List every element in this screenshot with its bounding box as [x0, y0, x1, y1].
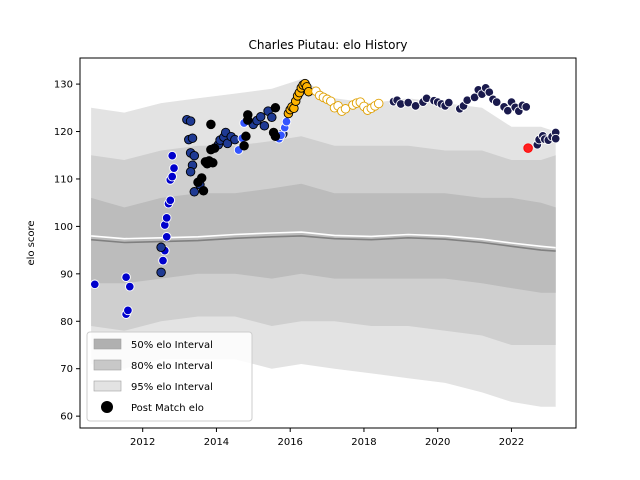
data-point	[185, 116, 196, 126]
data-point	[185, 167, 196, 177]
data-point	[267, 112, 277, 123]
y-tick-label: 130	[54, 80, 73, 91]
data-point	[239, 141, 249, 151]
median-elo-line	[91, 235, 556, 252]
data-point	[198, 186, 209, 196]
y-tick-label: 70	[60, 364, 73, 375]
data-point	[491, 97, 502, 107]
y-tick-label: 100	[54, 222, 73, 233]
data-point	[187, 133, 198, 143]
y-tick-label: 60	[60, 412, 73, 423]
data-point	[410, 101, 421, 111]
x-tick-label: 2020	[425, 437, 450, 448]
data-point	[189, 187, 200, 197]
data-point	[259, 121, 270, 131]
legend-label: 95% elo Interval	[131, 382, 213, 393]
legend-swatch	[93, 359, 122, 371]
points-layer	[90, 78, 561, 319]
legend-swatch	[93, 380, 122, 392]
data-point	[121, 272, 131, 282]
data-point	[208, 158, 218, 168]
legend-label: Post Match elo	[131, 403, 204, 414]
x-tick-label: 2012	[130, 437, 155, 448]
x-tick-label: 2014	[204, 437, 229, 448]
y-axis-label: elo score	[26, 220, 37, 265]
data-point	[196, 173, 207, 183]
data-point	[90, 279, 100, 290]
mean-elo-line	[91, 231, 556, 249]
y-tick-label: 110	[54, 174, 73, 185]
legend-swatch	[93, 338, 122, 350]
data-point	[161, 213, 172, 223]
x-tick-label: 2018	[351, 437, 376, 448]
y-tick-label: 80	[60, 317, 73, 328]
legend-label: 80% elo Interval	[131, 361, 213, 372]
data-point	[156, 242, 166, 253]
data-point	[167, 171, 177, 182]
data-point	[243, 110, 253, 120]
y-tick-label: 120	[54, 127, 73, 138]
x-axis: 2012 2014 2016 2018 2020 2022	[130, 428, 524, 448]
plot-frame	[79, 57, 577, 429]
legend: 50% elo Interval 80% elo Interval 95% elo …	[86, 331, 253, 422]
legend-box	[86, 331, 253, 422]
legend-marker	[101, 401, 113, 413]
legend-label: 50% elo Interval	[131, 340, 213, 351]
data-point	[255, 112, 266, 122]
data-point	[444, 97, 454, 108]
data-point	[165, 195, 176, 206]
x-tick-label: 2016	[277, 437, 302, 448]
data-point	[206, 119, 216, 130]
data-point	[161, 232, 172, 242]
data-point	[281, 116, 292, 127]
data-point	[340, 104, 351, 114]
chart-title: Charles Piutau: elo History	[248, 38, 407, 52]
data-point	[189, 150, 200, 161]
data-point	[521, 102, 531, 112]
data-point	[123, 305, 133, 316]
data-point	[167, 150, 177, 161]
data-point	[209, 143, 220, 153]
data-point	[241, 131, 251, 142]
y-axis: 60 70 80 90 100 110 120 130	[54, 80, 80, 423]
x-tick-label: 2022	[499, 437, 524, 448]
lines-layer	[91, 231, 556, 252]
data-point	[550, 133, 561, 144]
y-tick-label: 90	[60, 269, 73, 280]
data-point	[156, 267, 166, 278]
data-point	[158, 255, 168, 266]
data-point	[169, 163, 179, 173]
plot-area	[90, 78, 561, 407]
data-point	[270, 103, 281, 113]
data-point	[125, 281, 135, 292]
data-point	[523, 143, 533, 153]
data-point	[270, 131, 281, 142]
data-point	[373, 98, 384, 109]
